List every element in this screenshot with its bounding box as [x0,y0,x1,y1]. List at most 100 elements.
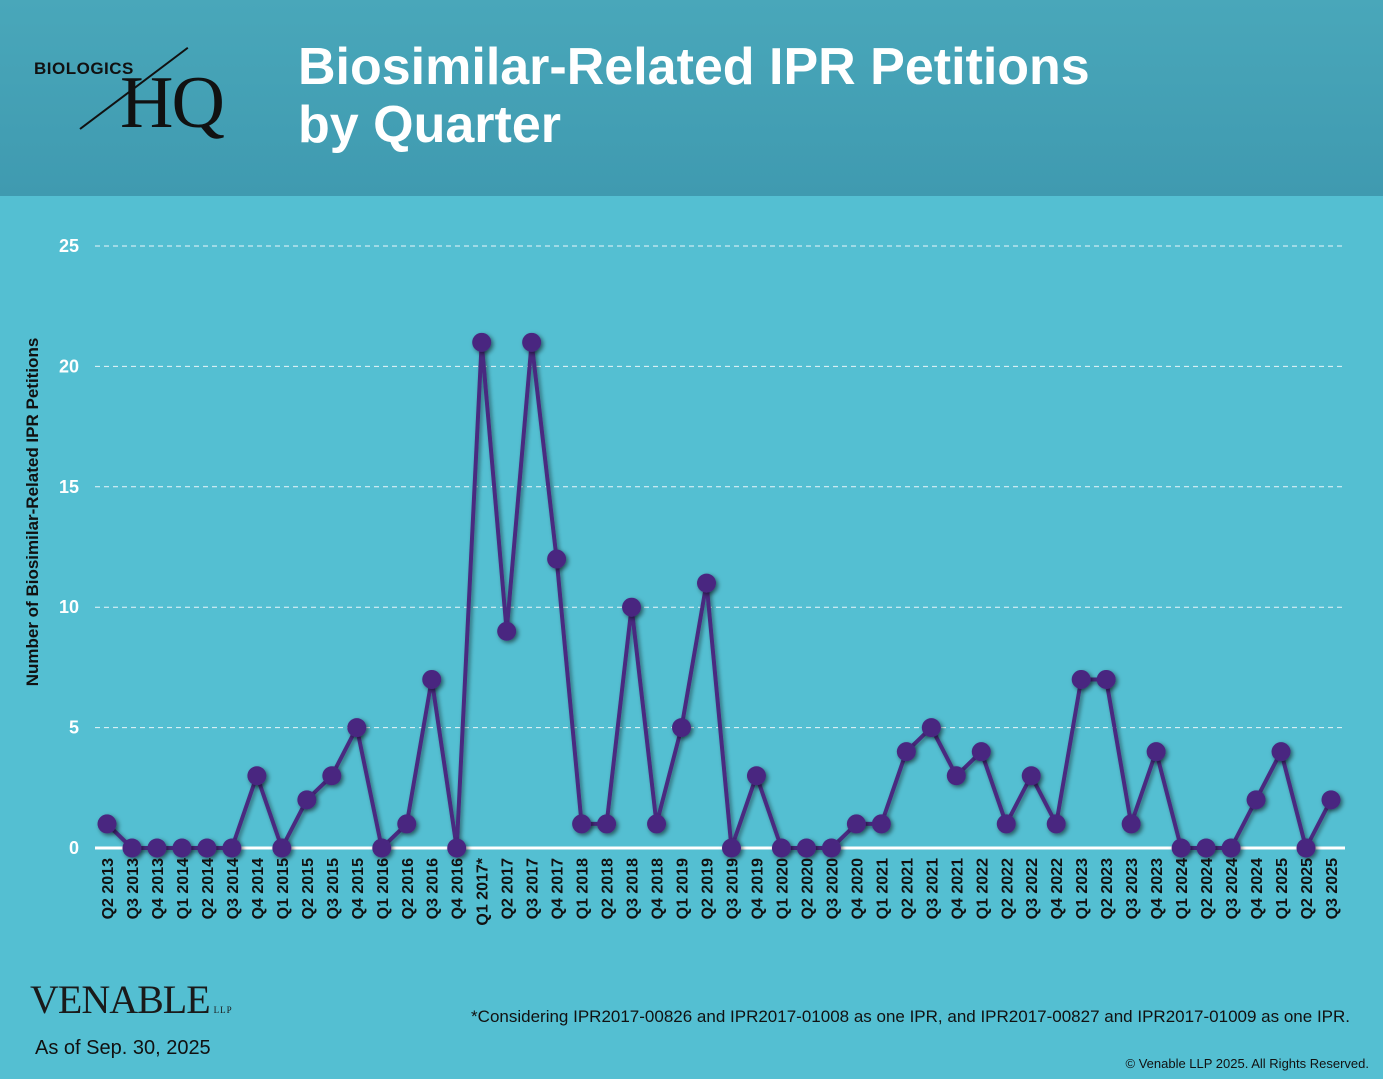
data-point [871,814,891,834]
x-tick-label: Q4 2019 [749,858,766,919]
x-tick-label: Q2 2023 [1099,858,1116,919]
x-tick-label: Q1 2017* [475,857,492,925]
x-tick-label: Q2 2015 [300,858,317,919]
data-point [1196,838,1216,858]
x-tick-label: Q2 2018 [600,858,617,919]
y-tick-label: 20 [59,356,79,376]
x-tick-label: Q3 2025 [1324,858,1341,919]
data-point [247,766,267,786]
data-point [547,549,567,569]
data-point [1246,790,1266,810]
data-point [1046,814,1066,834]
data-point [447,838,467,858]
data-point [147,838,167,858]
data-point [746,766,766,786]
data-point [172,838,192,858]
data-point [97,814,117,834]
data-point [771,838,791,858]
series-polyline [105,340,1333,850]
x-tick-label: Q2 2025 [1299,858,1316,919]
data-point [796,838,816,858]
x-tick-label: Q3 2013 [125,858,142,919]
logo-big-text: HQ [120,62,225,144]
x-tick-label: Q3 2019 [724,858,741,919]
venable-logo: VENABLE LLP [30,976,233,1023]
x-tick-label: Q1 2020 [774,858,791,919]
x-tick-label: Q2 2020 [799,858,816,919]
x-tick-label: Q4 2014 [250,858,267,919]
data-point [472,332,492,352]
data-point [647,814,667,834]
x-tick-label: Q1 2024 [1174,858,1191,919]
data-point [1121,814,1141,834]
data-point [597,814,617,834]
data-point [1321,790,1341,810]
x-tick-label: Q4 2024 [1249,858,1266,919]
data-point [397,814,417,834]
x-tick-label: Q1 2023 [1074,858,1091,919]
data-point [272,838,292,858]
x-tick-label: Q3 2017 [525,858,542,919]
data-point [322,766,342,786]
data-point [1221,838,1241,858]
header-banner: BIOLOGICS HQ Biosimilar-Related IPR Peti… [0,0,1383,196]
x-tick-label: Q4 2020 [849,858,866,919]
data-point [297,790,317,810]
biologics-hq-logo: BIOLOGICS HQ [28,40,248,160]
data-point [896,742,916,762]
x-tick-label: Q2 2017 [500,858,517,919]
data-point [1271,742,1291,762]
logo-small-text: BIOLOGICS [34,59,134,78]
data-point [1096,669,1116,689]
data-point [846,814,866,834]
chart-title-line-1: Biosimilar-Related IPR Petitions [298,38,1090,96]
data-point [197,838,217,858]
x-tick-label: Q2 2016 [400,858,417,919]
y-tick-label: 25 [59,236,79,256]
footnote: *Considering IPR2017-00826 and IPR2017-0… [471,1007,1350,1026]
data-point [672,718,692,738]
data-point [122,838,142,858]
x-tick-label: Q1 2025 [1274,858,1291,919]
x-tick-label: Q4 2018 [650,858,667,919]
x-tick-label: Q1 2018 [575,858,592,919]
x-tick-label: Q3 2015 [325,858,342,919]
x-tick-label: Q3 2018 [625,858,642,919]
x-tick-label: Q1 2014 [175,858,192,919]
x-tick-label: Q4 2016 [450,858,467,919]
data-point [971,742,991,762]
x-tick-label: Q1 2021 [874,858,891,919]
venable-brand: VENABLE [30,977,211,1022]
x-tick-label: Q1 2015 [275,858,292,919]
data-point [1021,766,1041,786]
data-point [222,838,242,858]
y-tick-label: 10 [59,597,79,617]
copyright: © Venable LLP 2025. All Rights Reserved. [1125,1056,1370,1071]
x-tick-label: Q1 2016 [375,858,392,919]
data-point [697,573,717,593]
chart-title-line-2: by Quarter [298,96,561,154]
x-tick-label: Q3 2020 [824,858,841,919]
x-tick-label: Q2 2024 [1199,858,1216,919]
x-tick-label: Q3 2016 [425,858,442,919]
data-point [946,766,966,786]
x-tick-label: Q3 2023 [1124,858,1141,919]
x-tick-labels: Q2 2013 Q3 2013 Q4 2013 Q1 2014 Q2 2014 Q3 20… [100,857,1341,925]
x-tick-label: Q4 2022 [1049,858,1066,919]
x-tick-label: Q4 2021 [949,858,966,919]
data-point [721,838,741,858]
y-tick-label: 5 [69,718,79,738]
series-line [105,340,1333,850]
x-tick-label: Q2 2013 [100,858,117,919]
data-point [1171,838,1191,858]
data-point [1296,838,1316,858]
x-tick-label: Q1 2022 [974,858,991,919]
x-tick-label: Q4 2017 [550,858,567,919]
x-tick-label: Q3 2024 [1224,858,1241,919]
chart-title: Biosimilar-Related IPR Petitions by Quar… [298,38,1090,154]
y-tick-label: 15 [59,477,79,497]
data-point [572,814,592,834]
x-tick-label: Q1 2019 [675,858,692,919]
x-tick-label: Q2 2014 [200,858,217,919]
